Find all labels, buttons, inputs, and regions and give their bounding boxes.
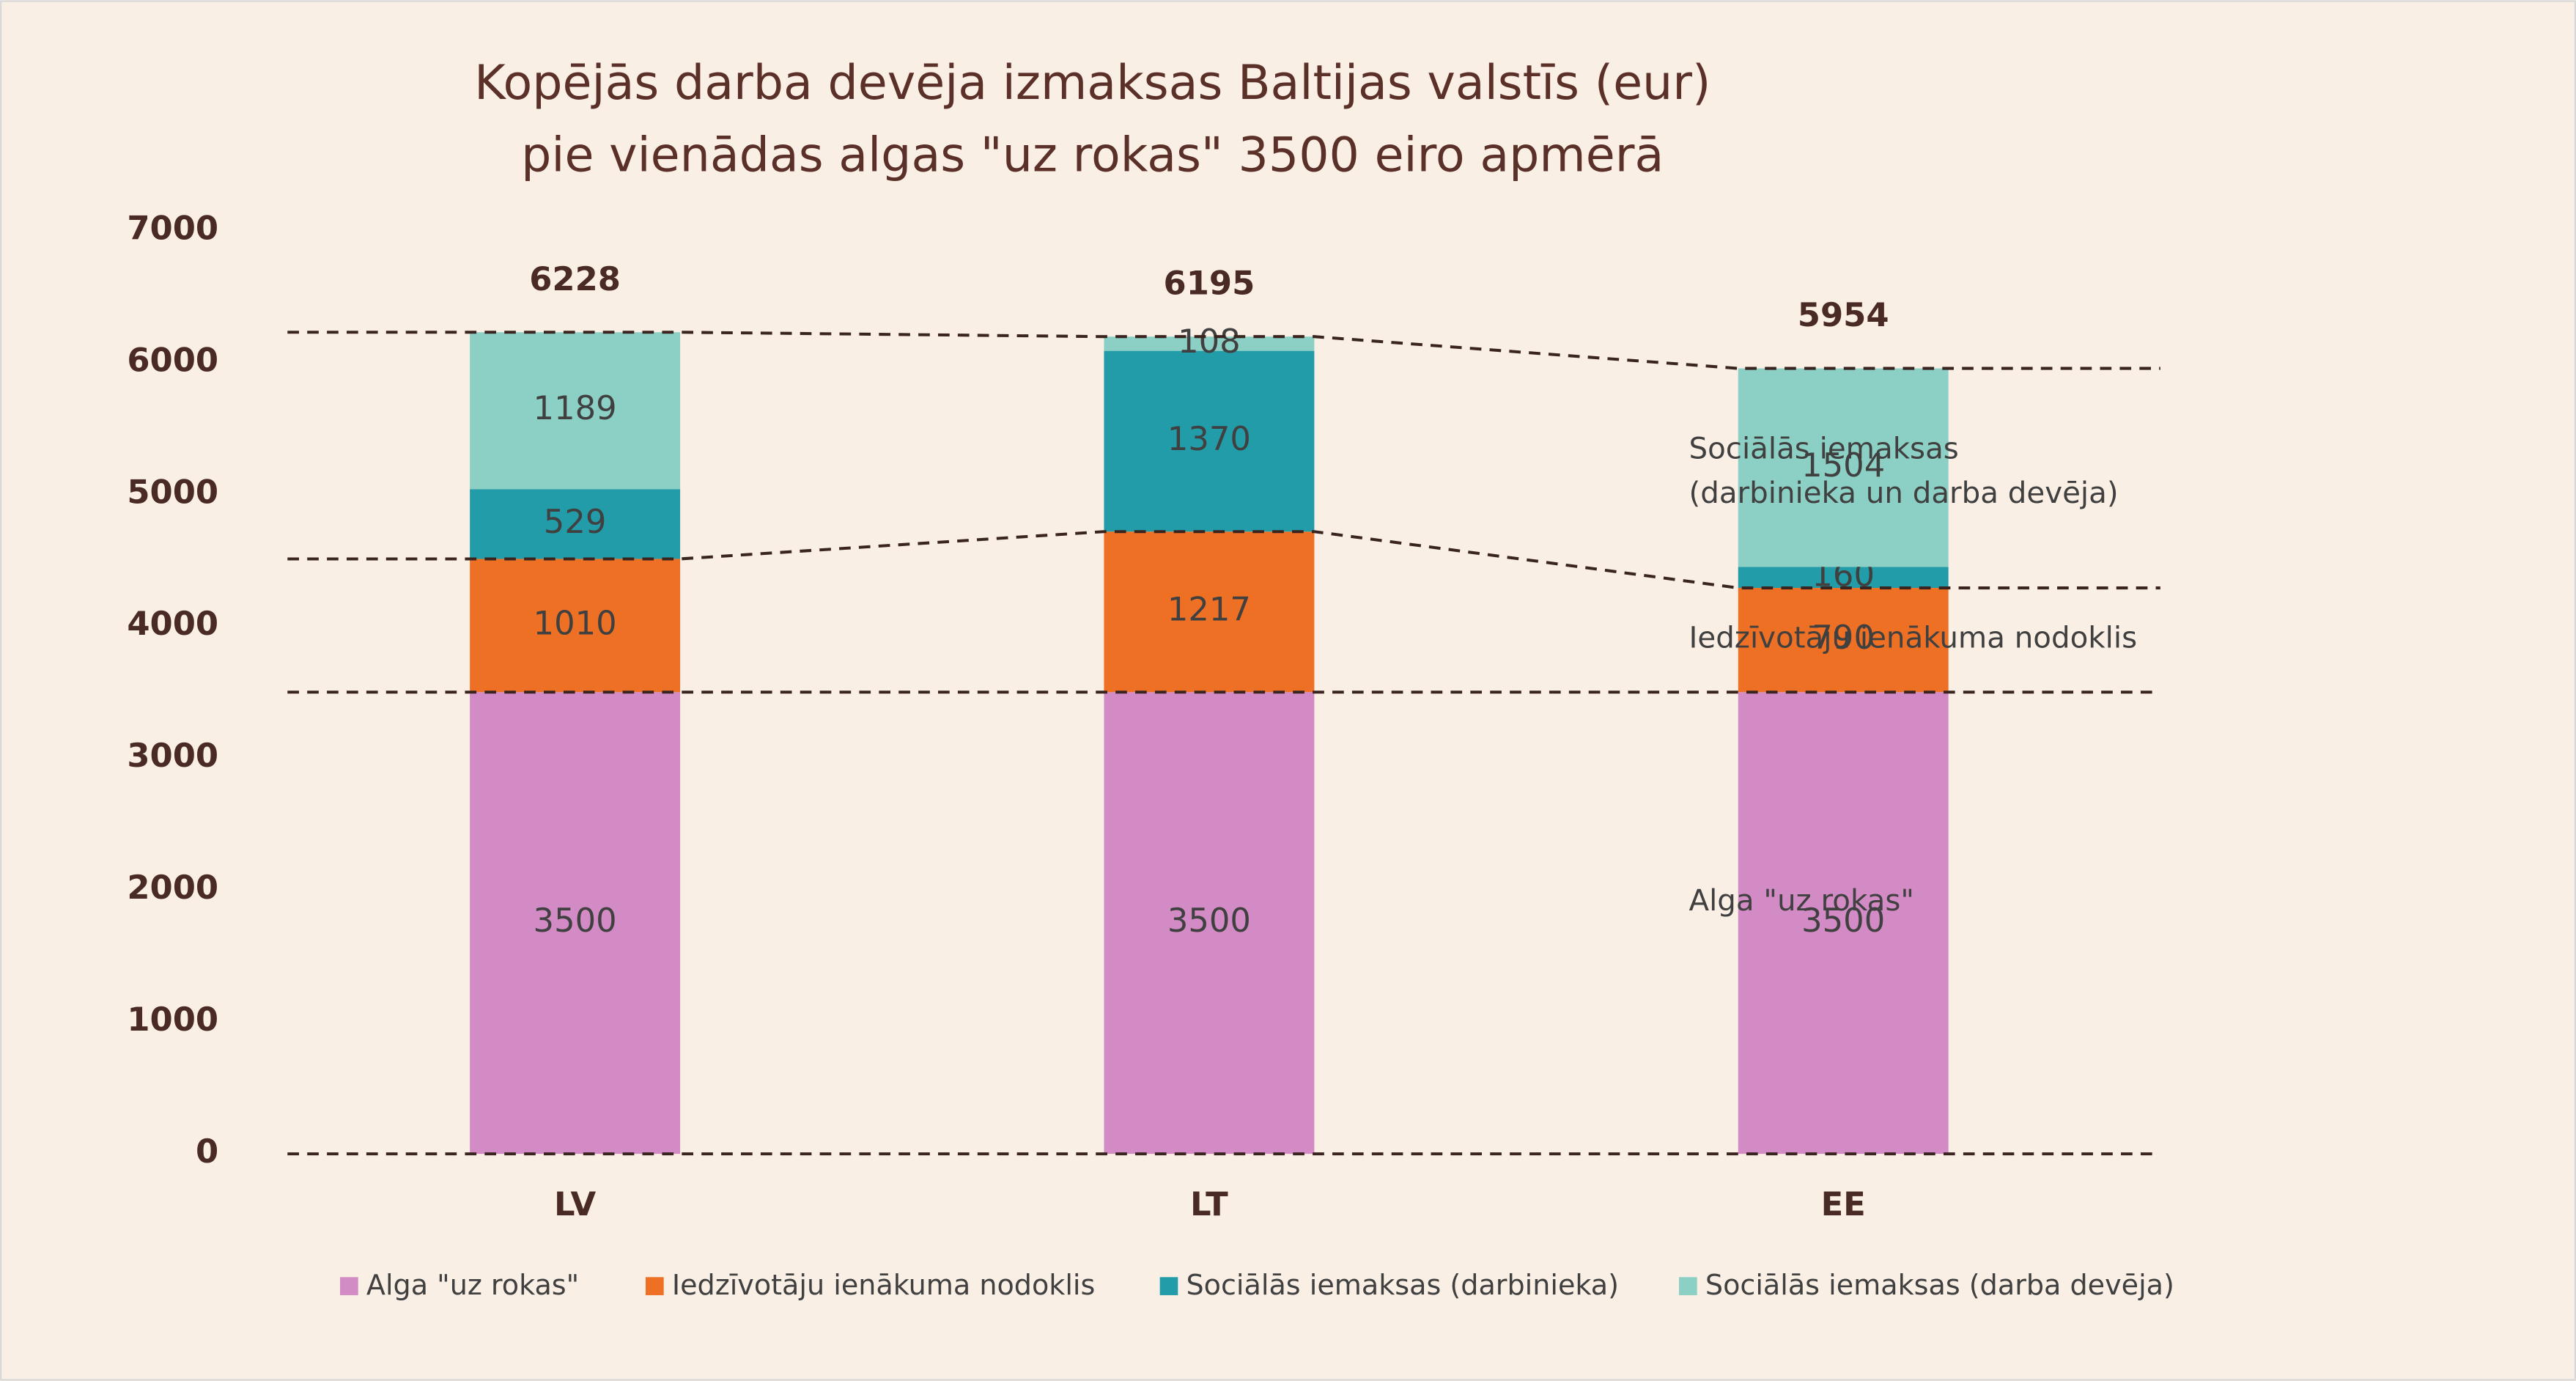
bar-segment [1104, 336, 1315, 351]
annotation: (darbinieka un darba devēja) [1689, 476, 2118, 510]
bar-segment [1738, 692, 1949, 1154]
value-label: 1010 [534, 603, 617, 642]
value-label: 790 [1812, 618, 1875, 657]
annotation: Alga "uz rokas" [1689, 883, 1913, 918]
value-label: 1217 [1167, 590, 1251, 629]
legend-label: Alga "uz rokas" [366, 1269, 579, 1301]
y-tick-label: 3000 [127, 736, 218, 775]
value-label: 3500 [534, 901, 617, 940]
bar-segment [470, 332, 681, 490]
legend-swatch [1159, 1277, 1178, 1295]
level-line [287, 530, 2160, 590]
total-label: 6228 [529, 259, 621, 298]
value-label: 529 [544, 502, 607, 541]
legend-label: Sociālās iemaksas (darba devēja) [1705, 1269, 2174, 1301]
legend-swatch [340, 1277, 358, 1295]
x-tick-label: EE [1821, 1185, 1866, 1223]
y-tick-label: 4000 [127, 604, 218, 643]
value-label: 1504 [1801, 446, 1885, 485]
bar-segment [1104, 692, 1315, 1154]
value-label: 108 [1178, 322, 1241, 361]
annotation: Iedzīvotāju ienākuma nodoklis [1689, 621, 2137, 655]
legend-label: Iedzīvotāju ienākuma nodoklis [672, 1269, 1096, 1301]
x-tick-label: LV [554, 1185, 596, 1223]
total-label: 5954 [1798, 295, 1889, 334]
annotation: Sociālās iemaksas [1689, 432, 1958, 466]
value-label: 3500 [1167, 901, 1251, 940]
bar-segment [1738, 567, 1949, 589]
y-tick-label: 5000 [127, 472, 218, 511]
value-label: 1370 [1167, 419, 1251, 458]
chart-title: Kopējās darba devēja izmaksas Baltijas v… [474, 56, 1710, 111]
y-tick-label: 1000 [127, 1000, 218, 1039]
y-tick-label: 2000 [127, 868, 218, 907]
bar-segment [1738, 588, 1949, 693]
x-tick-label: LT [1190, 1185, 1228, 1223]
value-label: 1189 [534, 388, 617, 427]
bar-segment [470, 559, 681, 693]
total-label: 6195 [1164, 264, 1255, 303]
bar-segment [1104, 350, 1315, 532]
value-label: 3500 [1801, 901, 1885, 940]
legend-label: Sociālās iemaksas (darbinieka) [1186, 1269, 1620, 1301]
bar-segment [1738, 368, 1949, 567]
chart-title: pie vienādas algas "uz rokas" 3500 eiro … [521, 128, 1664, 183]
level-line [287, 331, 2160, 370]
y-tick-label: 0 [196, 1132, 218, 1171]
bar-segment [470, 692, 681, 1154]
bar-segment [470, 489, 681, 559]
y-tick-label: 7000 [127, 208, 218, 247]
legend-swatch [645, 1277, 664, 1295]
bar-segment [1104, 531, 1315, 693]
y-tick-label: 6000 [127, 340, 218, 379]
legend-swatch [1679, 1277, 1697, 1295]
